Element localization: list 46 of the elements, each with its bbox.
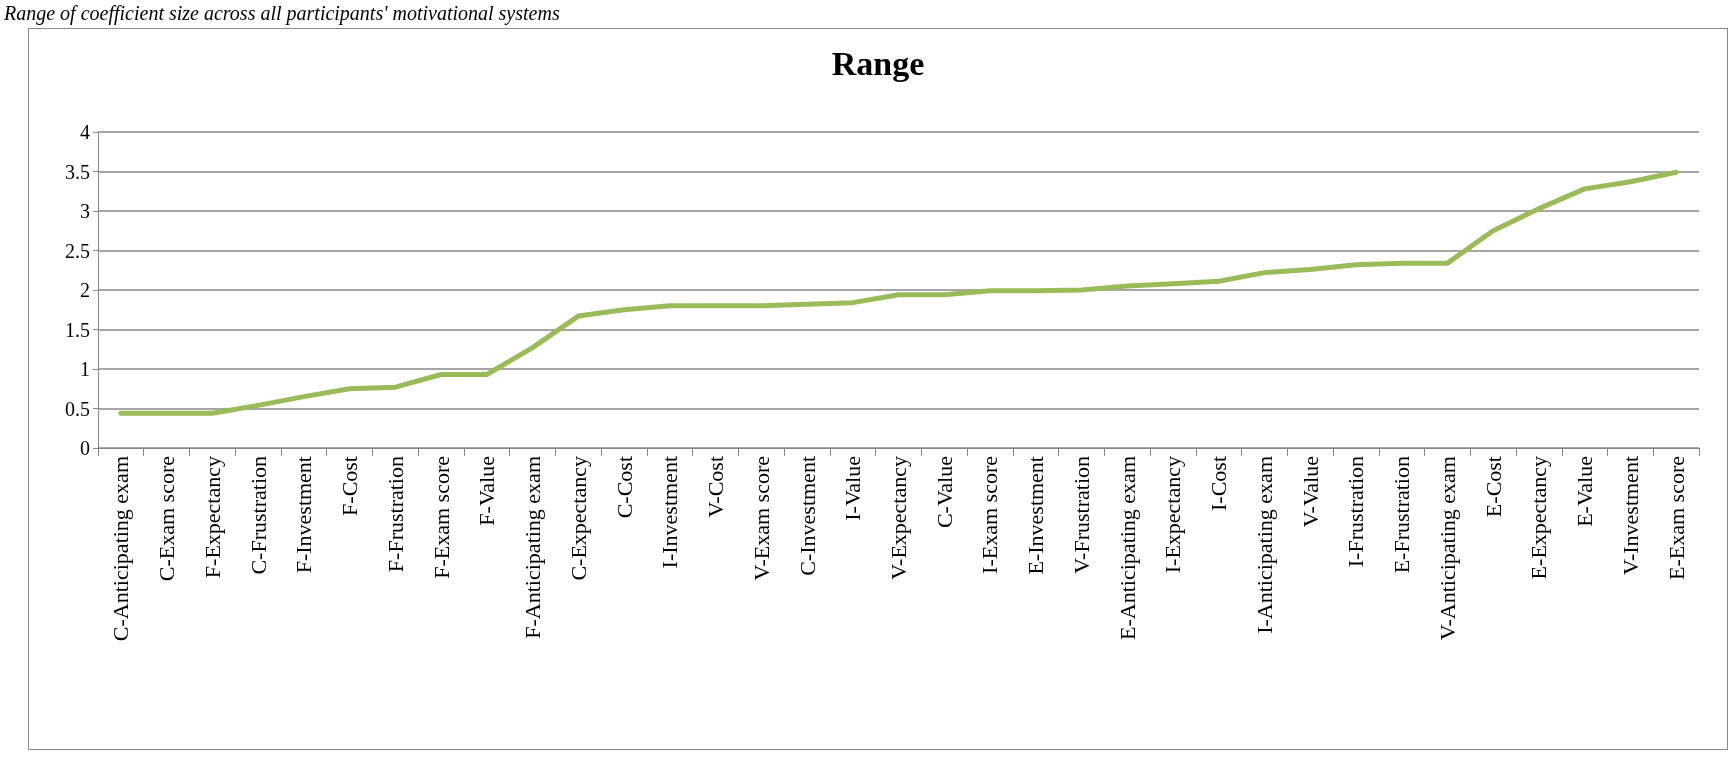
y-tick-label: 2 xyxy=(80,279,90,301)
y-tick-label: 3 xyxy=(80,200,90,222)
x-tick-label: C-Investment xyxy=(794,456,820,576)
x-tick-label: V-Frustration xyxy=(1068,456,1094,574)
y-tick-label: 4 xyxy=(80,121,90,143)
x-tick-label: I-Value xyxy=(840,456,866,521)
y-tick-label: 0.5 xyxy=(65,397,90,420)
x-tick-label: F-Exam score xyxy=(428,456,454,579)
x-tick-label: E-Cost xyxy=(1480,456,1506,518)
x-tick-label: I-Investment xyxy=(657,456,683,569)
x-tick-label: C-Value xyxy=(931,456,957,529)
x-tick-label: F-Value xyxy=(474,456,500,526)
y-tick-label: 1.5 xyxy=(65,318,90,341)
y-tick-label: 3.5 xyxy=(65,160,90,183)
x-tick-label: F-Investment xyxy=(291,456,317,574)
x-tick-label: C-Expectancy xyxy=(565,456,591,581)
x-tick-label: C-Exam score xyxy=(154,456,180,582)
x-tick-label: V-Cost xyxy=(703,456,729,518)
x-tick-label: C-Anticipating exam xyxy=(108,456,134,642)
x-tick-label: C-Cost xyxy=(611,456,637,519)
chart-title: Range xyxy=(831,44,925,82)
x-tick-label: I-Exam score xyxy=(977,456,1003,574)
y-tick-label: 0 xyxy=(80,437,90,459)
x-tick-label: E-Anticipating exam xyxy=(1114,456,1140,640)
x-tick-label: F-Frustration xyxy=(382,456,408,573)
x-tick-label: I-Frustration xyxy=(1343,456,1369,568)
x-tick-label: E-Value xyxy=(1572,456,1598,527)
x-tick-label: E-Expectancy xyxy=(1526,456,1552,580)
x-tick-label: F-Anticipating exam xyxy=(520,456,546,639)
x-tick-label: V-Anticipating exam xyxy=(1434,456,1460,641)
x-tick-label: I-Anticipating exam xyxy=(1251,456,1277,634)
text: Range of coefficient size across all participants' motivational systems xyxy=(4,2,560,25)
x-tick-label: F-Cost xyxy=(337,456,363,516)
y-tick-label: 2.5 xyxy=(65,239,90,262)
x-tick-label: C-Frustration xyxy=(245,456,271,575)
y-tick-label: 1 xyxy=(80,358,90,380)
x-tick-label: V-Value xyxy=(1297,456,1323,528)
x-tick-label: V-Investment xyxy=(1617,456,1643,575)
x-tick-label: E-Exam score xyxy=(1663,456,1689,580)
x-tick-label: F-Expectancy xyxy=(199,456,225,579)
x-tick-label: E-Investment xyxy=(1023,456,1049,575)
x-tick-label: E-Frustration xyxy=(1389,456,1415,574)
x-tick-label: V-Expectancy xyxy=(886,456,911,580)
x-tick-label: I-Expectancy xyxy=(1160,456,1186,574)
x-tick-label: V-Exam score xyxy=(748,456,774,581)
x-tick-label: I-Cost xyxy=(1206,456,1232,511)
